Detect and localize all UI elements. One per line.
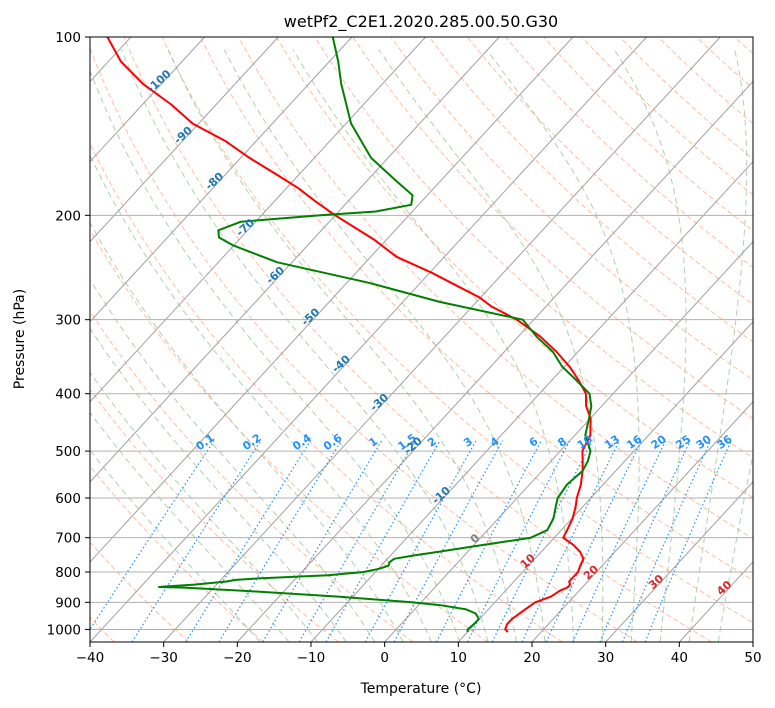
- mixing-ratio-line: [393, 440, 504, 642]
- dry-adiabat: [466, 37, 753, 305]
- moist-adiabat: [613, 49, 687, 642]
- dewpoint-profile-line: [158, 37, 593, 633]
- isotherm-line: [236, 80, 753, 642]
- mixing-ratio-line: [364, 440, 477, 642]
- mixing-ratio-line: [644, 440, 732, 642]
- dry-adiabat: [90, 142, 563, 642]
- isotherm-line: [163, 37, 721, 642]
- mixing-ratio-line: [90, 440, 215, 631]
- isotherm-line: [457, 320, 753, 642]
- moist-adiabat: [90, 371, 319, 642]
- dry-adiabat: [161, 37, 753, 624]
- y-tick-label: 400: [55, 387, 81, 403]
- y-axis-title: Pressure (hPa): [12, 289, 28, 389]
- dry-adiabat: [276, 37, 753, 499]
- mixing-ratio-line: [621, 440, 712, 642]
- mixing-ratio-line: [599, 440, 691, 642]
- data-series: [106, 37, 593, 633]
- isotherm-line: [90, 37, 279, 243]
- isotherm-line: [90, 37, 353, 323]
- x-tick-label: −30: [149, 650, 178, 666]
- y-tick-label: 300: [55, 313, 81, 329]
- y-tick-label: 200: [55, 208, 81, 224]
- mixing-ratio-line: [325, 440, 441, 642]
- moist-adiabat: [90, 154, 432, 642]
- moist-adiabat: [90, 221, 404, 642]
- dry-adiabat: [199, 37, 753, 581]
- x-tick-label: −10: [297, 650, 326, 666]
- mixing-ratio-line: [491, 440, 593, 642]
- dry-adiabat: [90, 46, 638, 642]
- y-tick-label: 800: [55, 565, 81, 581]
- isotherm-line: [90, 37, 205, 163]
- y-tick-label: 900: [55, 595, 81, 611]
- x-tick-label: 20: [523, 650, 540, 666]
- moist-adiabat: [90, 327, 347, 642]
- mixing-ratio-line: [218, 440, 342, 642]
- chart-title: wetPf2_C2E1.2020.285.00.50.G30: [284, 12, 558, 32]
- mixing-ratio-line: [298, 440, 416, 642]
- x-tick-label: 10: [450, 650, 467, 666]
- dry-adiabat: [237, 37, 753, 540]
- temperature-profile-line: [106, 37, 592, 633]
- x-tick-label: 40: [671, 650, 688, 666]
- moist-adiabat: [90, 449, 261, 642]
- x-tick-label: 50: [744, 650, 761, 666]
- isotherm-line: [531, 401, 753, 642]
- mixing-ratio-line: [572, 440, 667, 642]
- axis-ticks: −40 −30 −20 −10 0 10 20 30 40 50 100 200 300 400 500 60…: [47, 30, 762, 666]
- moist-adiabat: [486, 49, 640, 642]
- mixing-ratio-line: [131, 440, 262, 642]
- background-lines: [90, 37, 753, 642]
- isotherm-line: [90, 37, 500, 483]
- x-axis-title: Temperature (°C): [360, 681, 482, 697]
- y-tick-label: 100: [55, 30, 81, 46]
- isotherm-line: [384, 240, 753, 642]
- moist-adiabat: [688, 49, 748, 642]
- y-tick-label: 600: [55, 491, 81, 507]
- mixing-ratio-line: [262, 440, 383, 642]
- x-tick-label: 30: [597, 650, 614, 666]
- moist-adiabat: [167, 49, 517, 642]
- y-tick-label: 500: [55, 444, 81, 460]
- isotherm-line: [605, 481, 753, 642]
- isotherm-line: [90, 37, 647, 642]
- plot-frame: [89, 36, 754, 643]
- moist-adiabat: [717, 451, 753, 642]
- moist-adiabat: [90, 411, 290, 642]
- y-tick-label: 1000: [47, 622, 81, 638]
- moist-adiabat: [90, 278, 376, 642]
- x-tick-label: −20: [223, 650, 252, 666]
- isotherm-line: [90, 37, 574, 563]
- moist-adiabat: [90, 69, 461, 642]
- moist-adiabat: [292, 49, 575, 642]
- dry-adiabat: [123, 37, 712, 642]
- x-tick-label: −40: [76, 650, 105, 666]
- isotherm-line: [310, 160, 753, 642]
- y-tick-label: 700: [55, 531, 81, 547]
- moist-adiabat: [121, 49, 489, 642]
- isotherm-line: [90, 37, 426, 403]
- dry-adiabat: [90, 310, 414, 642]
- dry-adiabat: [390, 37, 753, 381]
- dry-adiabat: [90, 465, 264, 642]
- dry-adiabat: [352, 37, 753, 420]
- mixing-ratio-line: [466, 440, 571, 642]
- mixing-ratio-line: [185, 440, 312, 642]
- x-tick-label: 0: [380, 650, 389, 666]
